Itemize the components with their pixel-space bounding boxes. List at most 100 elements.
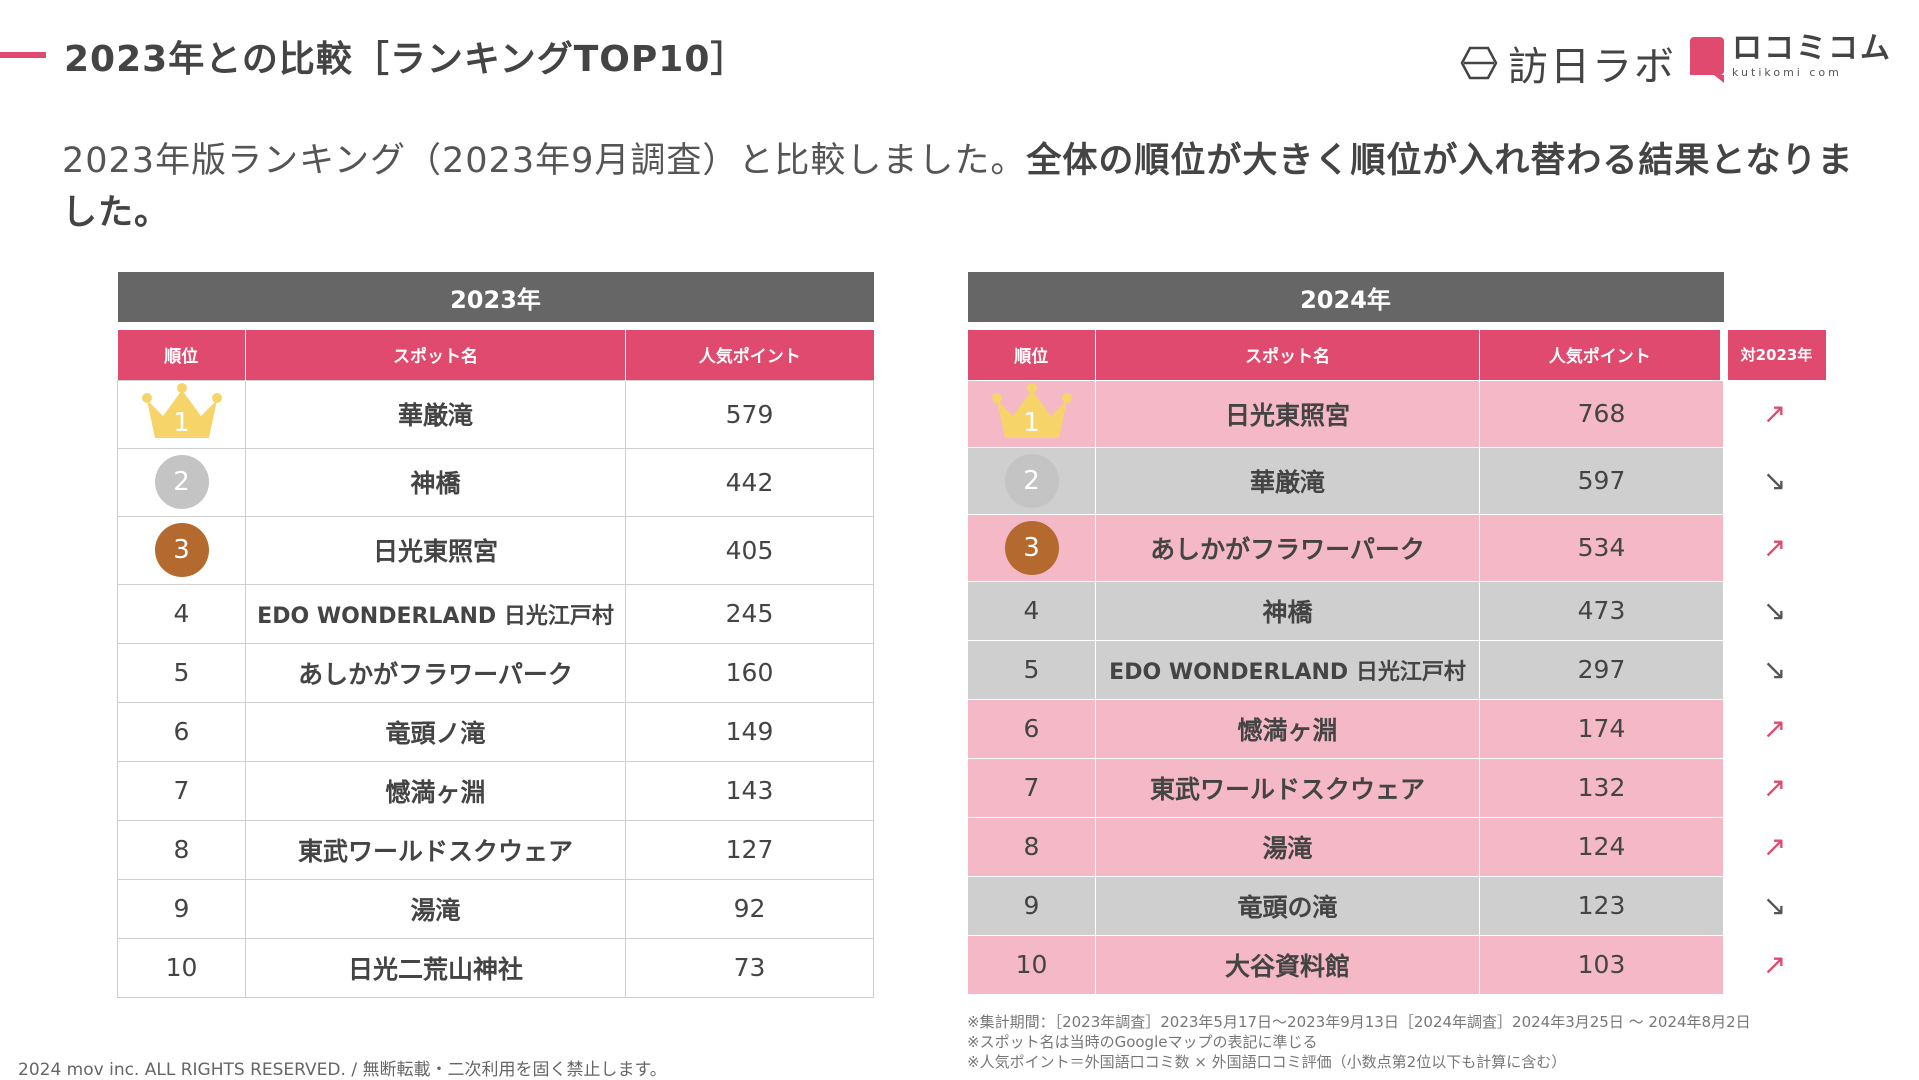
points: 123 <box>1479 875 1724 936</box>
spot-name: EDO WONDERLAND 日光江戸村 <box>1095 639 1480 700</box>
spot-name: 華厳滝 <box>245 379 626 449</box>
rank-cell: 2 <box>117 447 246 517</box>
table-row: 3 日光東照宮 405 <box>117 515 874 585</box>
silver-medal-icon: 2 <box>1004 453 1059 508</box>
trend-up-icon: ↗ <box>1723 757 1826 818</box>
rank-cell: 9 <box>967 875 1096 936</box>
points: 174 <box>1479 698 1724 759</box>
spot-name: 華厳滝 <box>1095 446 1480 515</box>
spot-name: EDO WONDERLAND 日光江戸村 <box>245 583 626 644</box>
rank-cell: 9 <box>117 878 246 939</box>
points: 579 <box>625 379 874 449</box>
table-row: 5 あしかがフラワーパーク 160 <box>117 642 874 703</box>
col-trend-header: 対2023年 <box>1719 330 1826 380</box>
kuchikomi-logo: ロコミコム kutikomi com <box>1690 34 1892 83</box>
rank-cell: 10 <box>967 934 1096 995</box>
col-points-header: 人気ポイント <box>1479 330 1724 380</box>
points: 597 <box>1479 446 1724 515</box>
spot-name: 憾満ヶ淵 <box>245 760 626 821</box>
page-title: 2023年との比較［ランキングTOP10］ <box>64 39 748 80</box>
spot-name: 日光二荒山神社 <box>245 937 626 998</box>
spot-name: 神橋 <box>245 447 626 517</box>
table-row: 8 東武ワールドスクウェア 127 <box>117 819 874 880</box>
bronze-medal-icon: 3 <box>154 523 209 577</box>
table-row: 10 日光二荒山神社 73 <box>117 937 874 998</box>
table-row: 9 湯滝 92 <box>117 878 874 939</box>
points: 103 <box>1479 934 1724 995</box>
points: 768 <box>1479 379 1724 448</box>
title-accent-bar <box>0 52 46 58</box>
col-name-header: スポット名 <box>245 330 626 380</box>
points: 149 <box>625 701 874 762</box>
kuchikomi-mark-icon <box>1690 37 1724 83</box>
lead-bold: 全体の順位が大きく順位が入れ替わる結果となりました。 <box>62 141 1854 233</box>
points: 473 <box>1479 580 1724 641</box>
spot-name: 日光東照宮 <box>245 515 626 585</box>
bronze-medal-icon: 3 <box>1004 520 1059 575</box>
spot-name: 東武ワールドスクウェア <box>245 819 626 880</box>
points: 160 <box>625 642 874 703</box>
table-row: 9 竜頭の滝 123 ↘ <box>967 875 1826 936</box>
rank-cell: 6 <box>967 698 1096 759</box>
notes: ※集計期間：［2023年調査］2023年5月17日〜2023年9月13日［202… <box>967 1012 1751 1072</box>
table-row: 2 神橋 442 <box>117 447 874 517</box>
rank-cell: 10 <box>117 937 246 998</box>
spot-name: 湯滝 <box>1095 816 1480 877</box>
crown-icon: 1 <box>991 382 1073 440</box>
trend-down-icon: ↘ <box>1723 875 1826 936</box>
footer-copyright: 2024 mov inc. ALL RIGHTS RESERVED. / 無断転… <box>18 1060 667 1080</box>
houbei-lab-logo-text: 訪日ラボ <box>1508 44 1676 90</box>
rank-cell: 3 <box>117 515 246 585</box>
spot-name: あしかがフラワーパーク <box>1095 513 1480 582</box>
spot-name: 竜頭ノ滝 <box>245 701 626 762</box>
points: 534 <box>1479 513 1724 582</box>
table-row: 6 憾満ヶ淵 174 ↗ <box>967 698 1826 759</box>
trend-up-icon: ↗ <box>1723 379 1826 448</box>
ranking-table-2023: 2023年 順位 スポット名 人気ポイント 1 華厳滝 579 2 神橋 442… <box>117 272 874 998</box>
points: 132 <box>1479 757 1724 818</box>
crown-icon: 1 <box>141 382 223 440</box>
lead-text: 2023年版ランキング（2023年9月調査）と比較しました。全体の順位が大きく順… <box>62 135 1862 239</box>
table-row: 1 華厳滝 579 <box>117 379 874 449</box>
spot-name: 神橋 <box>1095 580 1480 641</box>
rank-cell: 7 <box>117 760 246 821</box>
spot-name: 東武ワールドスクウェア <box>1095 757 1480 818</box>
rank-cell: 6 <box>117 701 246 762</box>
spot-name: あしかがフラワーパーク <box>245 642 626 703</box>
col-name-header: スポット名 <box>1095 330 1480 380</box>
spot-name: 日光東照宮 <box>1095 379 1480 448</box>
rank-cell: 2 <box>967 446 1096 515</box>
spot-name: 憾満ヶ淵 <box>1095 698 1480 759</box>
lead-normal: 2023年版ランキング（2023年9月調査）と比較しました。 <box>62 141 1027 181</box>
rank-cell: 4 <box>117 583 246 644</box>
trend-down-icon: ↘ <box>1723 639 1826 700</box>
spot-name: 竜頭の滝 <box>1095 875 1480 936</box>
table-row: 7 東武ワールドスクウェア 132 ↗ <box>967 757 1826 818</box>
table-row: 2 華厳滝 597 ↘ <box>967 446 1826 515</box>
note-line: ※集計期間：［2023年調査］2023年5月17日〜2023年9月13日［202… <box>967 1013 1751 1031</box>
points: 405 <box>625 515 874 585</box>
houbei-lab-mark-icon <box>1460 46 1498 80</box>
rank-cell: 8 <box>967 816 1096 877</box>
rank-cell: 1 <box>117 379 246 449</box>
col-rank-header: 順位 <box>967 330 1096 380</box>
col-rank-header: 順位 <box>117 330 246 380</box>
points: 245 <box>625 583 874 644</box>
rank-cell: 1 <box>967 379 1096 448</box>
houbei-lab-logo: 訪日ラボ <box>1460 34 1676 92</box>
table-row: 7 憾満ヶ淵 143 <box>117 760 874 821</box>
trend-up-icon: ↗ <box>1723 513 1826 582</box>
note-line: ※人気ポイント＝外国語口コミ数 × 外国語口コミ評価（小数点第2位以下も計算に含… <box>967 1053 1567 1071</box>
table-row: 5 EDO WONDERLAND 日光江戸村 297 ↘ <box>967 639 1826 700</box>
col-points-header: 人気ポイント <box>625 330 874 380</box>
table-row: 3 あしかがフラワーパーク 534 ↗ <box>967 513 1826 582</box>
rank-cell: 3 <box>967 513 1096 582</box>
note-line: ※スポット名は当時のGoogleマップの表記に準じる <box>967 1033 1318 1051</box>
spot-name: 大谷資料館 <box>1095 934 1480 995</box>
kuchikomi-logo-sub: kutikomi com <box>1732 66 1842 79</box>
table-row: 1 日光東照宮 768 ↗ <box>967 379 1826 448</box>
points: 143 <box>625 760 874 821</box>
points: 297 <box>1479 639 1724 700</box>
spot-name: 湯滝 <box>245 878 626 939</box>
ranking-table-2024: 2024年 順位 スポット名 人気ポイント 対2023年 1 日光東照宮 768… <box>967 272 1826 995</box>
